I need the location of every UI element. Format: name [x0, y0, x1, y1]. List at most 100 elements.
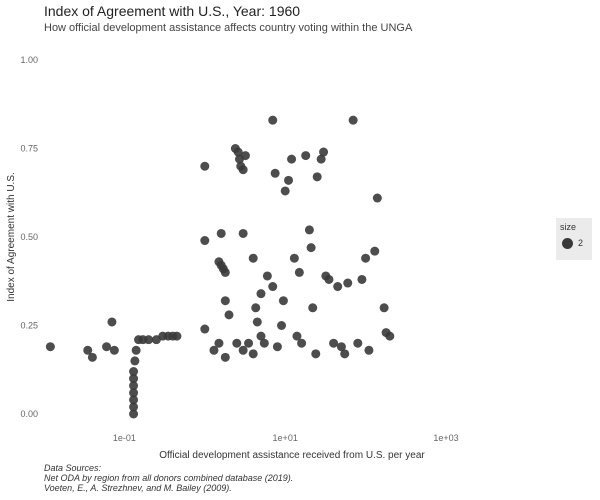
data-point: [209, 345, 219, 355]
data-point: [308, 303, 318, 313]
data-point: [200, 236, 210, 246]
data-point: [277, 321, 287, 330]
data-point: [270, 168, 280, 178]
data-point: [251, 303, 261, 313]
data-point: [336, 342, 346, 352]
data-point: [214, 338, 224, 348]
data-point: [244, 338, 254, 348]
data-point: [224, 310, 234, 320]
caption: Data Sources: Net ODA by region from all…: [44, 463, 293, 493]
data-point: [259, 338, 269, 348]
data-point: [361, 253, 371, 263]
x-tick-label: 1e-01: [113, 433, 136, 443]
y-axis-ticks: 0.00 0.25 0.50 0.75 1.00: [20, 55, 38, 419]
data-point: [289, 253, 299, 263]
y-tick-label: 0.50: [20, 232, 38, 242]
data-point: [172, 331, 182, 341]
data-point: [316, 154, 326, 164]
data-point: [109, 345, 119, 355]
y-tick-label: 0.25: [20, 321, 38, 331]
data-point: [348, 115, 358, 125]
data-point: [107, 317, 117, 327]
data-point: [248, 349, 258, 359]
data-point: [385, 331, 395, 341]
data-point: [278, 296, 288, 306]
data-point: [324, 274, 334, 284]
data-point: [233, 147, 243, 157]
data-point: [129, 374, 139, 384]
data-point: [129, 388, 139, 398]
data-point: [240, 151, 250, 161]
data-point: [220, 352, 230, 362]
data-point: [129, 409, 139, 419]
x-tick-label: 1e+01: [273, 433, 298, 443]
data-point: [292, 331, 302, 341]
data-point: [353, 338, 363, 348]
x-axis-title: Official development assistance received…: [159, 450, 425, 461]
data-point: [256, 331, 266, 341]
data-point: [379, 303, 389, 313]
data-point: [319, 147, 329, 157]
data-point: [252, 317, 262, 327]
data-point: [329, 338, 339, 348]
data-point: [200, 161, 210, 171]
data-point: [216, 228, 226, 238]
legend-label: 2: [578, 238, 584, 248]
data-point: [311, 349, 321, 359]
caption-line: Data Sources:: [44, 463, 102, 473]
data-point: [129, 381, 139, 391]
data-point: [364, 345, 374, 355]
legend: size 2: [556, 218, 592, 260]
legend-title: size: [560, 222, 577, 232]
data-point: [370, 246, 380, 256]
data-point: [340, 349, 350, 359]
data-point: [297, 338, 307, 348]
chart-subtitle: How official development assistance affe…: [44, 22, 413, 34]
y-axis-title: Index of Agreement with U.S.: [6, 172, 17, 302]
data-points: [45, 115, 395, 419]
chart-title: Index of Agreement with U.S., Year: 1960: [44, 3, 301, 19]
data-point: [262, 271, 272, 281]
data-point: [301, 151, 311, 161]
data-point: [284, 175, 294, 185]
data-point: [129, 395, 139, 405]
data-point: [220, 267, 230, 277]
data-point: [87, 352, 97, 362]
data-point: [238, 345, 248, 355]
data-point: [357, 274, 367, 284]
data-point: [102, 342, 112, 352]
caption-line: Voeten, E., A. Strezhnev, and M. Bailey …: [44, 483, 232, 493]
data-point: [268, 115, 278, 125]
data-point: [248, 253, 258, 263]
data-point: [272, 342, 282, 352]
x-axis-ticks: 1e-01 1e+01 1e+03: [113, 433, 459, 443]
data-point: [294, 267, 304, 277]
data-point: [372, 193, 382, 203]
data-point: [130, 356, 140, 366]
data-point: [144, 335, 154, 345]
data-point: [304, 225, 314, 235]
data-point: [129, 402, 139, 412]
data-point: [83, 345, 93, 355]
y-tick-label: 0.00: [20, 409, 38, 419]
data-point: [45, 342, 55, 352]
data-point: [343, 278, 353, 288]
data-point: [333, 282, 343, 292]
data-point: [129, 367, 139, 377]
data-point: [256, 289, 266, 299]
data-point: [238, 165, 248, 175]
data-point: [200, 324, 210, 334]
x-tick-label: 1e+03: [433, 433, 458, 443]
data-point: [312, 172, 322, 182]
legend-key: [562, 238, 573, 249]
data-point: [238, 228, 248, 238]
y-tick-label: 0.75: [20, 144, 38, 154]
y-tick-label: 1.00: [20, 55, 38, 65]
data-point: [232, 338, 242, 348]
data-point: [280, 186, 290, 196]
data-point: [220, 296, 230, 306]
data-point: [131, 345, 141, 355]
data-point: [306, 243, 316, 253]
data-point: [287, 154, 297, 164]
